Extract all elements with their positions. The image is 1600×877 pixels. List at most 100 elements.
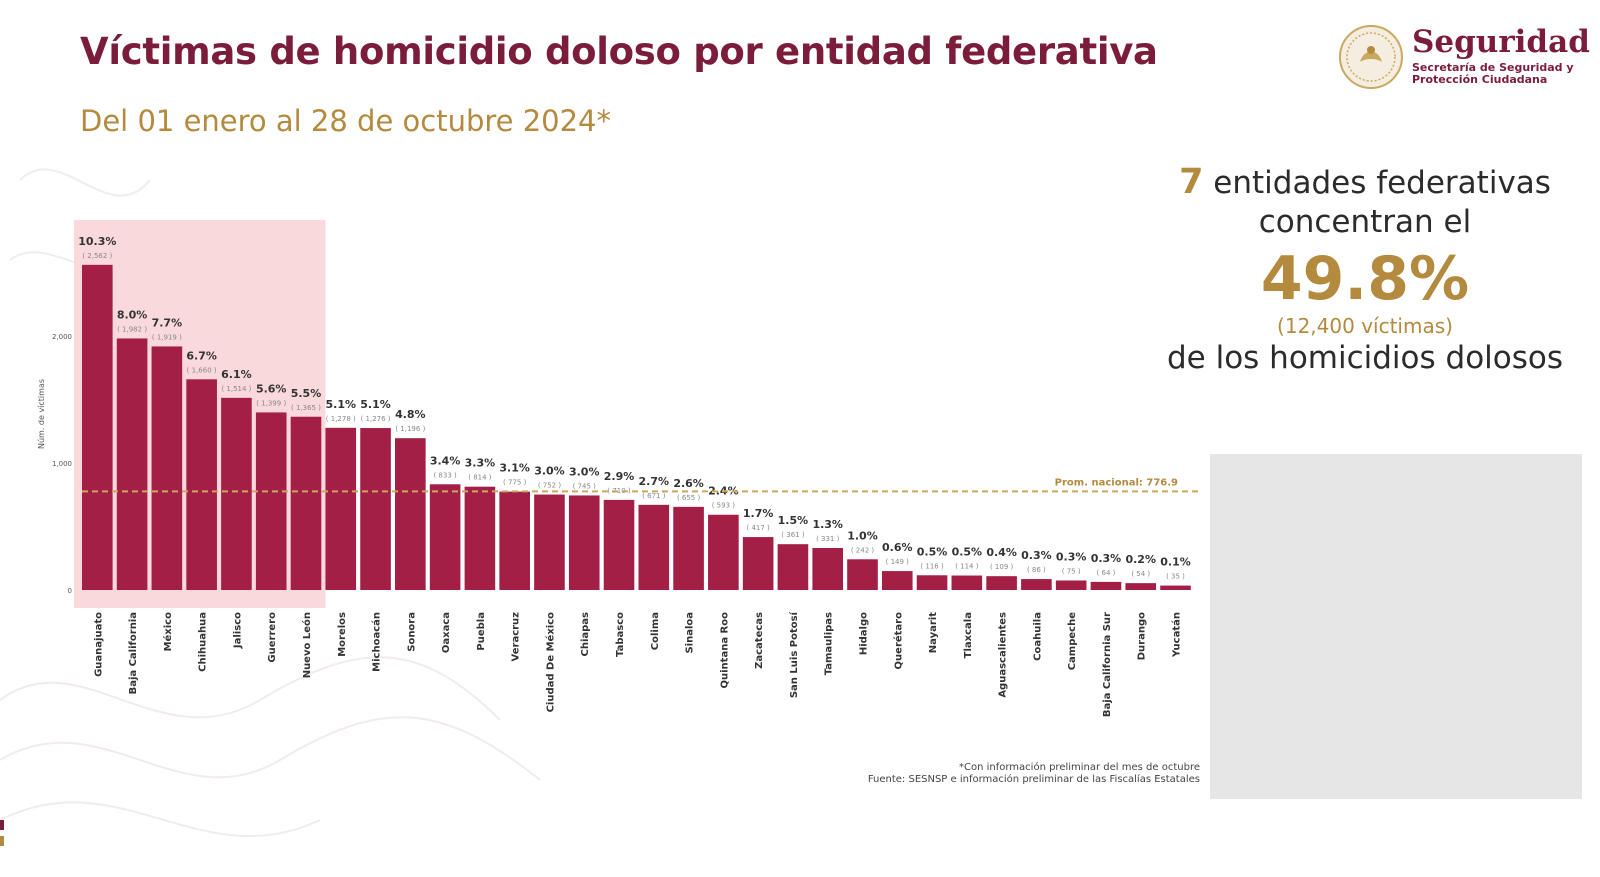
- percent-label: 0.2%: [1125, 553, 1156, 566]
- category-label: Chiapas: [580, 612, 591, 657]
- bar: [881, 571, 913, 590]
- y-tick-label: 0: [68, 587, 72, 595]
- percent-label: 0.3%: [1056, 550, 1087, 563]
- category-label: Colima: [650, 612, 661, 650]
- bar: [812, 547, 844, 590]
- bar: [82, 264, 113, 590]
- percent-label: 8.0%: [117, 308, 148, 321]
- percent-label: 6.7%: [186, 349, 217, 362]
- value-label: ( 710 ): [607, 487, 631, 495]
- category-label: Morelos: [337, 612, 348, 657]
- percent-label: 4.8%: [395, 408, 426, 421]
- y-tick-label: 2,000: [52, 333, 72, 341]
- value-label: ( 2,562 ): [82, 252, 112, 260]
- percent-label: 0.5%: [917, 545, 948, 558]
- value-label: ( 671 ): [642, 492, 666, 500]
- bar: [916, 575, 948, 590]
- value-label: ( 242 ): [851, 546, 875, 554]
- percent-label: 1.7%: [743, 507, 774, 520]
- summary-callout: 7 entidades federativas concentran el 49…: [1140, 162, 1590, 376]
- category-label: Sonora: [406, 612, 417, 652]
- callout-percent: 49.8%: [1260, 244, 1470, 314]
- value-label: ( 775 ): [503, 479, 527, 487]
- percent-label: 1.3%: [812, 518, 843, 531]
- category-label: Baja California Sur: [1102, 612, 1113, 717]
- video-placeholder-panel: [1210, 454, 1582, 799]
- category-label: Tamaulipas: [824, 612, 835, 675]
- category-label: Oaxaca: [441, 612, 452, 653]
- category-label: Yucatán: [1171, 612, 1183, 658]
- value-label: ( 745 ): [573, 482, 597, 490]
- value-label: ( 54 ): [1131, 570, 1150, 578]
- value-label: ( 417 ): [747, 524, 771, 532]
- percent-label: 0.3%: [1021, 549, 1052, 562]
- percent-label: 10.3%: [78, 235, 116, 248]
- value-label: ( 86 ): [1027, 566, 1046, 574]
- percent-label: 0.6%: [882, 541, 913, 554]
- category-label: Aguascalientes: [998, 612, 1009, 698]
- bar: [499, 491, 530, 590]
- percent-label: 3.4%: [430, 454, 461, 467]
- category-label: Durango: [1137, 612, 1148, 660]
- bar: [673, 506, 704, 590]
- percent-label: 5.1%: [326, 398, 357, 411]
- bar: [429, 484, 461, 590]
- value-label: ( 1,982 ): [117, 325, 147, 333]
- bar: [1090, 581, 1122, 590]
- bar: [290, 416, 322, 590]
- logo-subtitle: Secretaría de Seguridad y Protección Ciu…: [1412, 61, 1574, 86]
- category-label: México: [162, 612, 174, 652]
- percent-label: 5.5%: [291, 387, 322, 400]
- value-label: ( 1,278 ): [326, 415, 356, 423]
- category-label: Michoacán: [371, 612, 383, 672]
- category-label: Hidalgo: [858, 612, 869, 655]
- value-label: ( 116 ): [920, 562, 944, 570]
- percent-label: 1.0%: [847, 529, 878, 542]
- category-label: Tlaxcala: [963, 612, 974, 658]
- category-label: Zacatecas: [754, 612, 765, 669]
- bar: [708, 514, 739, 590]
- category-label: Ciudad De México: [544, 612, 556, 713]
- category-label: Campeche: [1067, 612, 1078, 670]
- percent-label: 5.6%: [256, 382, 287, 395]
- bar: [325, 427, 357, 590]
- value-label: ( 593 ): [712, 502, 736, 510]
- percent-label: 0.1%: [1160, 556, 1191, 569]
- category-label: Sinaloa: [685, 612, 696, 654]
- page-subtitle: Del 01 enero al 28 de octubre 2024*: [80, 104, 612, 138]
- value-label: ( 75 ): [1062, 567, 1081, 575]
- bar: [986, 576, 1017, 590]
- percent-label: 1.5%: [778, 514, 809, 527]
- value-label: ( 833 ): [433, 471, 457, 479]
- category-label: Chihuahua: [198, 612, 209, 672]
- percent-label: 3.1%: [499, 462, 530, 475]
- homicide-bar-chart: 0 1,000 2,000 Núm. de víctimas 10.3% ( 2,562 …: [37, 220, 1198, 717]
- category-label: Veracruz: [511, 612, 522, 662]
- category-label: Guanajuato: [93, 612, 104, 677]
- bar: [186, 379, 217, 590]
- percent-label: 2.7%: [639, 475, 670, 488]
- value-label: ( 814 ): [468, 474, 492, 482]
- callout-line4: de los homicidios dolosos: [1166, 340, 1564, 376]
- percent-label: 0.3%: [1091, 552, 1122, 565]
- bar: [742, 537, 774, 590]
- footnote-preliminary: *Con información preliminar del mes de o…: [959, 762, 1200, 773]
- seguridad-logo: Seguridad Secretaría de Seguridad y Prot…: [1338, 22, 1590, 94]
- percent-label: 5.1%: [360, 398, 391, 411]
- page-title: Víctimas de homicidio doloso por entidad…: [80, 30, 1158, 73]
- value-label: ( 655 ): [677, 494, 701, 502]
- value-label: ( 1,514 ): [221, 385, 251, 393]
- bar: [1125, 583, 1157, 590]
- bar: [638, 504, 670, 590]
- bar: [568, 495, 600, 590]
- bar: [221, 397, 252, 590]
- value-label: ( 752 ): [538, 482, 562, 490]
- average-label: Prom. nacional: 776.9: [1055, 477, 1178, 488]
- percent-label: 2.9%: [604, 470, 635, 483]
- bar: [116, 338, 148, 590]
- value-label: ( 1,276 ): [361, 415, 391, 423]
- logo-wordmark: Seguridad: [1412, 24, 1590, 60]
- percent-label: 3.0%: [534, 465, 565, 478]
- value-label: ( 361 ): [781, 531, 805, 539]
- value-label: ( 149 ): [886, 558, 910, 566]
